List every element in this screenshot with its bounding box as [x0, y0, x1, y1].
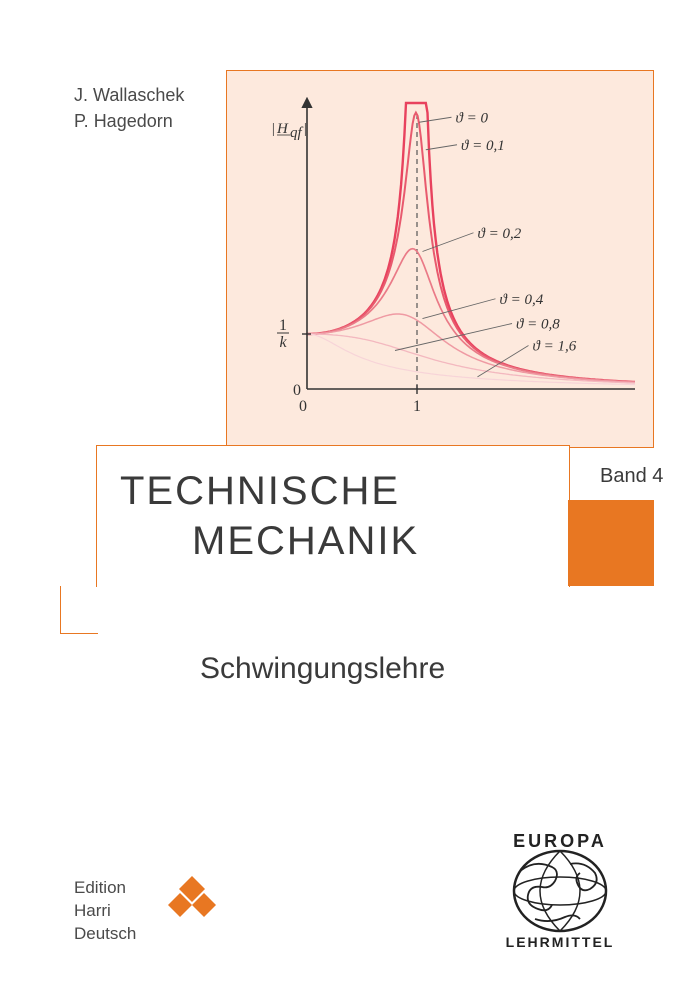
svg-text:1: 1: [279, 317, 287, 334]
diamond-logo: [162, 871, 222, 936]
book-cover: J. Wallaschek P. Hagedorn 1k001η|Hqf|ϑ =…: [0, 0, 696, 1000]
svg-text:ϑ = 1,6: ϑ = 1,6: [533, 339, 577, 355]
svg-text:0: 0: [293, 382, 301, 399]
edition-publisher: Edition Harri Deutsch: [74, 877, 136, 946]
title-l-extension: [60, 586, 98, 634]
svg-text:|: |: [271, 121, 275, 137]
diamond-icon: [162, 871, 222, 931]
svg-text:ϑ = 0,1: ϑ = 0,1: [461, 138, 505, 154]
edition-line1: Edition: [74, 877, 136, 900]
svg-text:qf: qf: [290, 125, 304, 141]
resonance-chart: 1k001η|Hqf|ϑ = 0ϑ = 0,1ϑ = 0,2ϑ = 0,4ϑ =…: [245, 89, 635, 429]
chart-svg: 1k001η|Hqf|ϑ = 0ϑ = 0,1ϑ = 0,2ϑ = 0,4ϑ =…: [245, 89, 635, 429]
svg-text:ϑ = 0,4: ϑ = 0,4: [500, 292, 544, 308]
europa-icon: EUROPA LEHRMITTEL: [480, 829, 640, 949]
svg-text:|: |: [303, 121, 307, 137]
orange-square: [568, 500, 654, 586]
chart-frame: 1k001η|Hqf|ϑ = 0ϑ = 0,1ϑ = 0,2ϑ = 0,4ϑ =…: [226, 70, 654, 448]
svg-text:0: 0: [299, 398, 307, 415]
title-line1: TECHNISCHE: [120, 466, 419, 516]
svg-text:k: k: [279, 334, 287, 351]
band-label: Band 4: [600, 465, 663, 488]
svg-text:1: 1: [413, 398, 421, 415]
edition-line2: Harri: [74, 900, 136, 923]
title-line2: MECHANIK: [120, 516, 419, 566]
europa-bottom-text: LEHRMITTEL: [506, 934, 615, 949]
title-text: TECHNISCHE MECHANIK: [120, 466, 419, 566]
europa-logo: EUROPA LEHRMITTEL: [480, 829, 640, 954]
edition-line3: Deutsch: [74, 923, 136, 946]
europa-top-text: EUROPA: [513, 831, 607, 851]
svg-text:ϑ = 0,8: ϑ = 0,8: [516, 317, 560, 333]
svg-text:ϑ = 0: ϑ = 0: [456, 110, 489, 126]
author-1: J. Wallaschek: [74, 82, 184, 108]
authors-block: J. Wallaschek P. Hagedorn: [74, 82, 184, 134]
svg-text:ϑ = 0,2: ϑ = 0,2: [478, 226, 522, 242]
author-2: P. Hagedorn: [74, 108, 184, 134]
subtitle: Schwingungslehre: [200, 652, 445, 686]
